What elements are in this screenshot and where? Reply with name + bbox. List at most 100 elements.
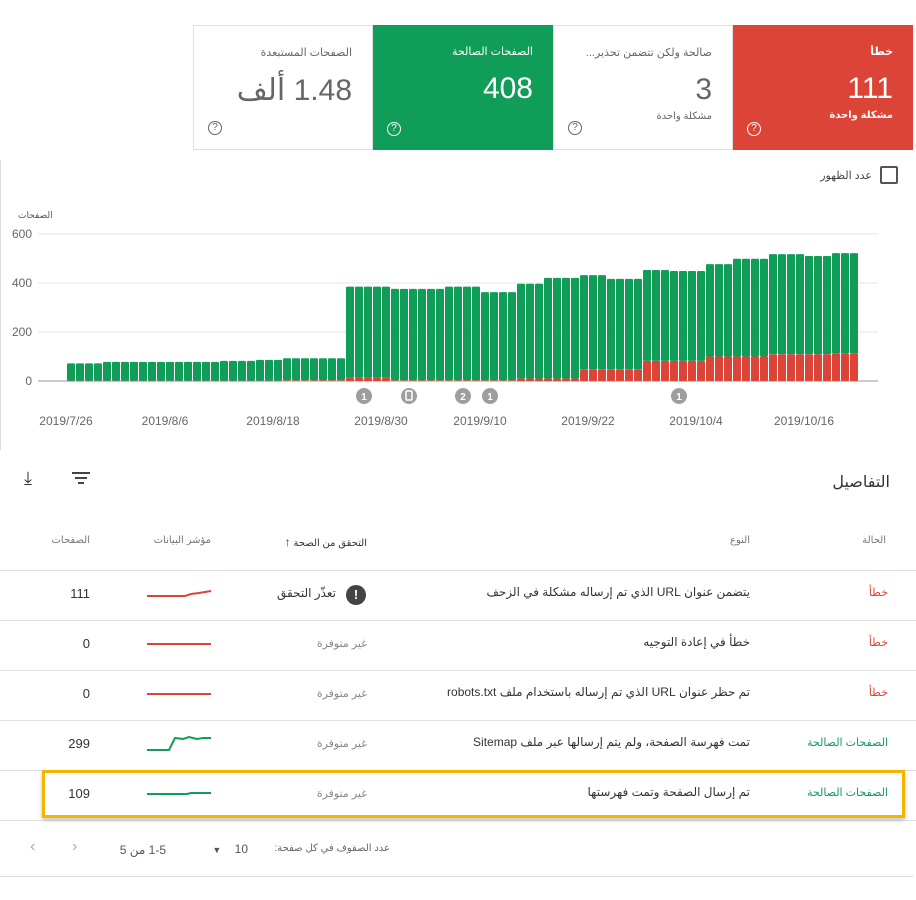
bar-segment: [832, 353, 840, 381]
table-row[interactable]: خطأ تم حظر عنوان URL الذي تم إرساله باستخ…: [0, 670, 916, 720]
card-error[interactable]: خطأ 111 مشكلة واحدة ?: [733, 25, 913, 150]
bar-segment: [499, 292, 507, 381]
bar-segment: [805, 256, 813, 355]
bar-segment: [535, 378, 543, 381]
bar-segment: [850, 353, 858, 381]
table-row[interactable]: خطأ خطأ في إعادة التوجيه غير متوفرة 0: [0, 620, 916, 670]
bar-segment: [94, 380, 102, 382]
device-icon: [405, 390, 413, 401]
row-pages: 109: [68, 786, 90, 801]
bar-segment: [688, 360, 696, 381]
filter-icon[interactable]: [72, 470, 90, 486]
help-icon[interactable]: ?: [387, 122, 401, 136]
card-value: 111: [847, 72, 893, 105]
annotation-label: 1: [676, 392, 682, 403]
annotation-marker: [401, 388, 417, 404]
col-pages: الصفحات: [51, 535, 90, 546]
annotation-marker: [356, 388, 372, 404]
bar-segment: [202, 361, 210, 381]
bar-segment: [265, 380, 273, 382]
dropdown-arrow-icon: ▼: [212, 845, 222, 855]
bar-segment: [481, 292, 489, 381]
bar-segment: [481, 380, 489, 381]
rows-per-page-select[interactable]: 10 ▼: [212, 842, 248, 856]
bar-segment: [670, 360, 678, 381]
download-icon[interactable]: ⤓: [24, 468, 32, 488]
bar-segment: [247, 360, 255, 381]
bar-segment: [103, 361, 111, 381]
card-value: 408: [482, 72, 533, 105]
row-status: خطأ: [868, 587, 888, 599]
bar-segment: [778, 354, 786, 381]
bar-segment: [571, 277, 579, 379]
checkbox-box[interactable]: [880, 166, 898, 184]
bar-segment: [571, 378, 579, 381]
row-validation: غير متوفرة: [316, 788, 367, 800]
y-tick-label: 0: [25, 374, 32, 388]
bar-segment: [301, 358, 309, 381]
impressions-checkbox[interactable]: عدد الظهور: [820, 166, 898, 184]
annotation-marker: [482, 388, 498, 404]
card-warnings[interactable]: صالحة ولكن تتضمن تحذير... 3 مشكلة واحدة …: [553, 25, 733, 150]
col-validation[interactable]: التحقق من الصحة ↑: [285, 535, 367, 549]
bar-segment: [166, 380, 174, 382]
table-row[interactable]: خطأ يتضمن عنوان URL الذي تم إرساله مشكلة …: [0, 570, 916, 620]
rows-per-page-value: 10: [234, 842, 248, 856]
table-row[interactable]: الصفحات الصالحة تم إرسال الصفحة وتمت فهرس…: [0, 770, 916, 820]
bar-segment: [391, 380, 399, 381]
bar-segment: [814, 354, 822, 381]
bar-segment: [238, 360, 246, 381]
bar-segment: [652, 360, 660, 381]
help-icon[interactable]: ?: [208, 121, 222, 135]
table-row[interactable]: الصفحات الصالحة تمت فهرسة الصفحة، ولم يتم…: [0, 720, 916, 770]
card-valid[interactable]: الصفحات الصالحة 408 ?: [373, 25, 553, 150]
bar-segment: [499, 380, 507, 381]
next-page-icon[interactable]: ›: [72, 838, 78, 855]
bar-segment: [157, 361, 165, 381]
bar-segment: [625, 369, 633, 381]
bar-segment: [517, 283, 525, 379]
sort-arrow-up-icon: ↑: [284, 535, 291, 549]
bar-segment: [616, 278, 624, 370]
row-validation: غير متوفرة: [316, 638, 367, 650]
bar-segment: [256, 359, 264, 381]
col-status: الحالة: [862, 535, 886, 546]
bar-segment: [751, 356, 759, 381]
highlight-box: [42, 770, 905, 818]
help-icon[interactable]: ?: [568, 121, 582, 135]
x-tick-label: 2019/8/30: [354, 414, 408, 428]
bar-segment: [742, 258, 750, 357]
help-icon[interactable]: ?: [747, 122, 761, 136]
bar-segment: [607, 369, 615, 381]
row-pages: 299: [68, 736, 90, 751]
y-tick-label: 400: [12, 276, 32, 290]
row-validation: تعذّر التحقق: [277, 586, 336, 600]
bar-segment: [220, 360, 228, 381]
annotation-marker: [671, 388, 687, 404]
bar-segment: [319, 358, 327, 381]
bar-segment: [823, 354, 831, 381]
bar-segment: [463, 286, 471, 381]
bar-segment: [454, 380, 462, 381]
row-type: خطأ في إعادة التوجيه: [643, 635, 750, 649]
bar-segment: [715, 356, 723, 381]
card-excluded[interactable]: الصفحات المستبعدة 1.48 ألف ?: [193, 25, 373, 150]
bar-segment: [382, 377, 390, 381]
details-title: التفاصيل: [832, 474, 890, 491]
bar-segment: [508, 380, 516, 381]
bar-segment: [391, 288, 399, 381]
bar-segment: [553, 378, 561, 381]
bar-segment: [760, 258, 768, 357]
bar-segment: [427, 380, 435, 381]
row-divider: [0, 820, 916, 821]
trend-sparkline: [147, 735, 211, 751]
bar-segment: [175, 361, 183, 381]
bar-segment: [724, 356, 732, 381]
bar-segment: [850, 253, 858, 354]
bar-segment: [472, 380, 480, 381]
bar-segment: [733, 356, 741, 381]
row-divider: [0, 670, 916, 671]
bar-segment: [544, 378, 552, 381]
prev-page-icon[interactable]: ‹: [30, 838, 36, 855]
y-axis-label: الصفحات: [18, 210, 53, 220]
